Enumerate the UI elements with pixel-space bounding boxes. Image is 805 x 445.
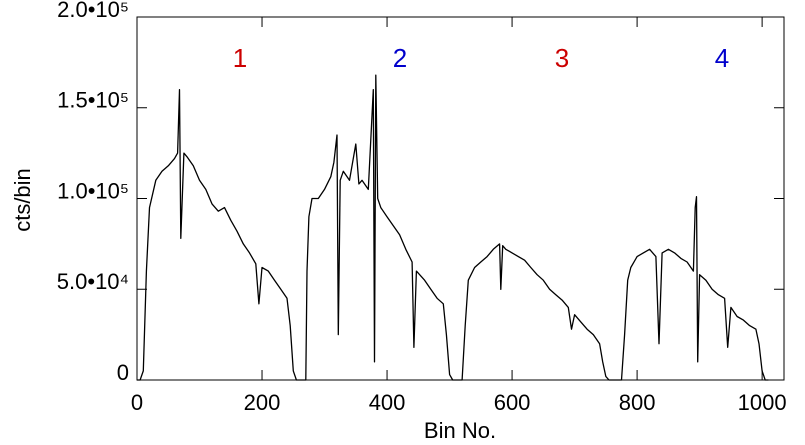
y-tick-label: 1.0•10⁵ — [57, 178, 129, 203]
x-tick-label: 400 — [369, 390, 406, 415]
y-tick-label: 2.0•10⁵ — [57, 0, 129, 22]
y-tick-label: 5.0•10⁴ — [57, 269, 129, 294]
data-line — [137, 74, 769, 381]
segment-label: 1 — [233, 43, 247, 73]
y-tick-label: 0 — [117, 360, 129, 385]
y-tick-label: 1.5•10⁵ — [57, 88, 129, 113]
segment-label: 4 — [715, 43, 729, 73]
x-axis-label: Bin No. — [424, 418, 496, 443]
y-axis-label: cts/bin — [10, 168, 35, 232]
x-tick-label: 200 — [244, 390, 281, 415]
x-tick-label: 0 — [131, 390, 143, 415]
segment-label: 3 — [555, 43, 569, 73]
x-tick-label: 800 — [619, 390, 656, 415]
x-tick-label: 600 — [494, 390, 531, 415]
x-tick-label: 1000 — [738, 390, 787, 415]
segment-label: 2 — [393, 43, 407, 73]
